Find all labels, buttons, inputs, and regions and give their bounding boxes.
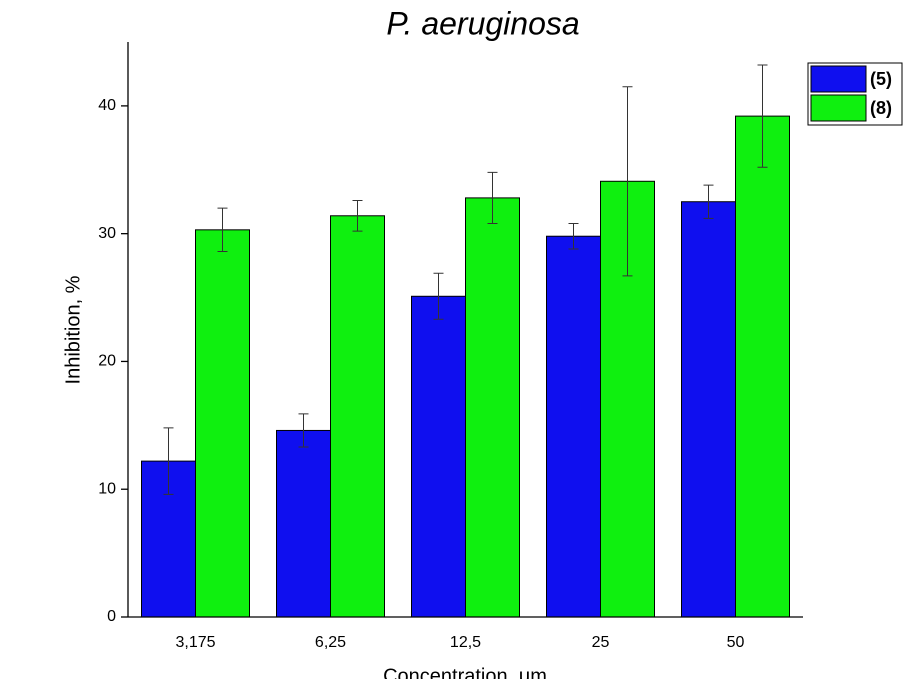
y-axis-label: Inhibition, % xyxy=(62,275,84,384)
x-tick-label: 6,25 xyxy=(315,634,346,651)
x-tick-label: 50 xyxy=(727,634,745,651)
error-bar xyxy=(568,222,579,250)
bar xyxy=(546,235,601,618)
bar xyxy=(276,429,331,618)
error-bar xyxy=(622,86,633,277)
chart-title: P. aeruginosa xyxy=(386,5,579,41)
error-bar xyxy=(487,171,498,224)
legend-swatch xyxy=(810,94,867,122)
bar xyxy=(465,197,520,618)
legend-swatch xyxy=(810,65,867,93)
error-bar xyxy=(163,427,174,495)
y-tick-label: 0 xyxy=(107,608,116,625)
error-bar xyxy=(217,207,228,253)
bar xyxy=(330,215,385,618)
x-tick-label: 12,5 xyxy=(450,634,481,651)
y-tick-label: 40 xyxy=(98,97,116,114)
y-tick-label: 20 xyxy=(98,353,116,370)
bar xyxy=(195,229,250,618)
bar xyxy=(681,201,736,618)
x-tick-label: 25 xyxy=(592,634,610,651)
error-bar xyxy=(703,184,714,219)
error-bar xyxy=(757,64,768,168)
error-bar xyxy=(298,413,309,448)
error-bar xyxy=(352,199,363,232)
x-axis-label: Concentration, μm xyxy=(383,665,547,679)
legend-label: (8) xyxy=(870,98,892,118)
y-tick-label: 10 xyxy=(98,480,116,497)
error-bar xyxy=(433,272,444,320)
legend-label: (5) xyxy=(870,69,892,89)
x-tick-label: 3,175 xyxy=(175,634,215,651)
bar xyxy=(411,295,466,618)
bar xyxy=(735,115,790,618)
y-tick-label: 30 xyxy=(98,225,116,242)
